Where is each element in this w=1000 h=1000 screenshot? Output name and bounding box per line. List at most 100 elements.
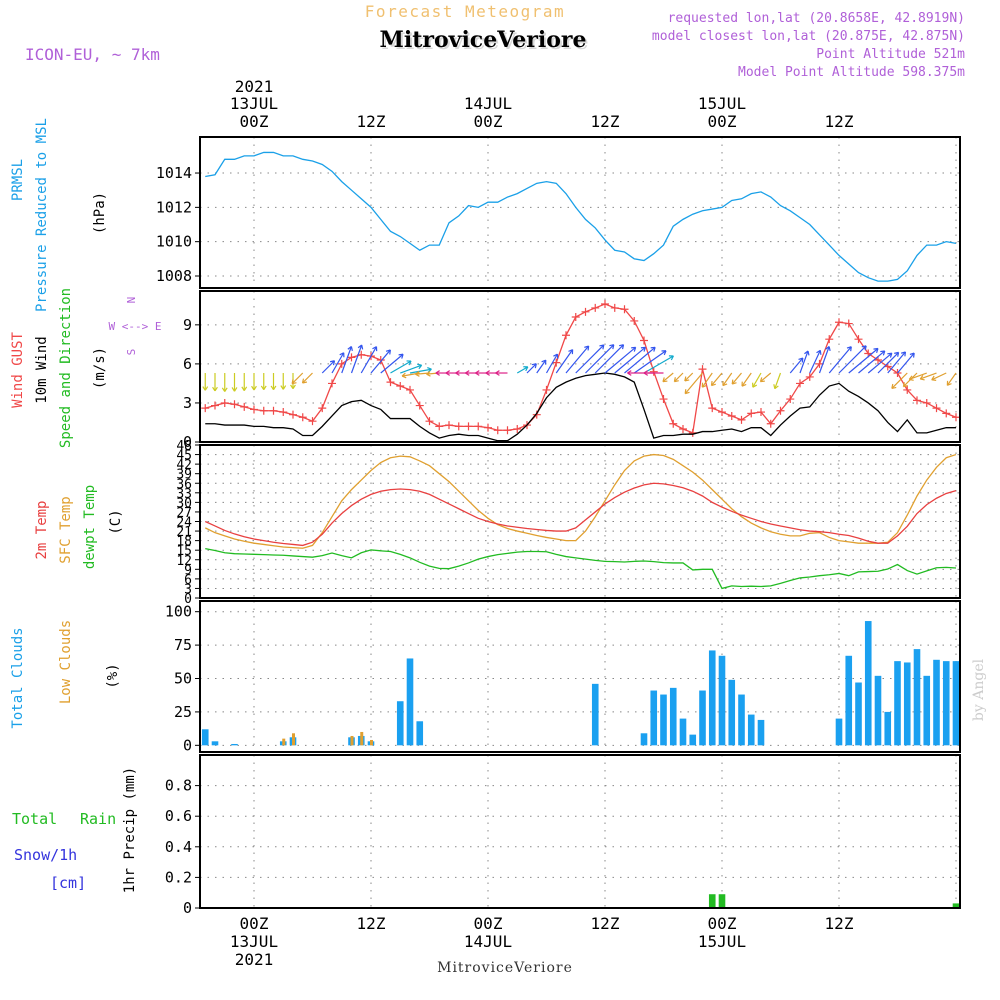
top-date-label: 13JUL <box>230 94 278 113</box>
wind-arrow-head <box>887 352 893 358</box>
total-cloud-bar <box>864 621 872 746</box>
gust-line-marker <box>376 355 385 364</box>
gust-line-marker <box>240 402 249 411</box>
gust-line-marker <box>337 359 346 368</box>
wind-arrow-head <box>619 344 625 350</box>
gust-line-marker <box>347 353 356 362</box>
y-tick-label: 6 <box>184 573 192 588</box>
y-tick-label: 15 <box>176 544 192 559</box>
wind-arrow-head <box>599 344 605 350</box>
total-cloud-bar <box>903 662 911 746</box>
wind-arrow <box>585 344 615 374</box>
gust-line-marker <box>591 303 600 312</box>
gust-line-marker <box>718 408 726 417</box>
y-tick-label: 75 <box>174 636 192 654</box>
wind-arrow-head <box>673 377 679 383</box>
total-cloud-bar <box>738 694 745 746</box>
rain-bar <box>718 894 726 908</box>
bottom-hour-label: 12Z <box>591 914 620 933</box>
y-tick-label: 1008 <box>156 267 192 285</box>
wind-arrow-head <box>902 382 908 388</box>
low-cloud-bar <box>282 738 286 746</box>
y-tick-label: 33 <box>176 487 192 502</box>
gust-line-marker <box>425 417 434 426</box>
wind-arrow-head <box>426 370 431 377</box>
y-tick-label: 45 <box>176 449 192 464</box>
bottom-hour-label: 00Z <box>240 914 269 933</box>
dewpt-line <box>205 547 957 590</box>
gust-line-marker <box>484 423 492 432</box>
gust-line-marker <box>747 409 756 418</box>
wind-arrow <box>302 372 313 384</box>
y-tick-label: 36 <box>176 477 192 492</box>
gust-line-marker <box>532 410 541 419</box>
wind-arrow <box>360 346 377 374</box>
wind-arrow-head <box>931 375 937 381</box>
gust-line-marker <box>708 404 717 413</box>
wind-arrow <box>931 372 947 381</box>
wind-line <box>205 372 956 442</box>
rain-bar <box>708 894 716 908</box>
wind-arrow-head <box>759 377 765 383</box>
pressure-title-2: Pressure Reduced to MSL <box>34 118 50 312</box>
total-cloud-bar <box>679 718 687 746</box>
wind-arrow-head <box>221 387 228 392</box>
wind-arrow-head <box>270 385 277 391</box>
footer-station: MitroviceVeriore <box>437 960 573 976</box>
gust-line-marker <box>279 408 288 417</box>
total-cloud-bar <box>952 661 960 746</box>
top-year-label: 2021 <box>235 77 274 96</box>
low-cloud-bar <box>350 735 354 746</box>
compass-we: W <--> E <box>109 320 162 333</box>
gust-line-marker <box>289 410 297 419</box>
wind-arrow-head <box>568 349 574 355</box>
total-cloud-bar <box>942 661 950 746</box>
gust-line-marker <box>435 422 444 431</box>
pressure-line <box>205 151 957 282</box>
y-tick-label: 0.2 <box>165 868 192 886</box>
gust-line-marker <box>386 378 395 387</box>
gust-line-marker <box>542 385 551 394</box>
gust-line-marker <box>659 395 668 404</box>
wind-arrow-head <box>891 383 897 390</box>
total-cloud-bar <box>689 734 697 746</box>
wind-arrow-head <box>445 370 451 376</box>
y-tick-label: 1014 <box>156 164 192 182</box>
wind-arrow-head <box>531 363 537 369</box>
wind-arrow-head <box>825 346 831 352</box>
wind-arrow <box>741 372 752 387</box>
wind-arrow-head <box>495 370 500 376</box>
low-cloud-bar <box>360 731 364 746</box>
total-cloud-bar <box>211 741 219 746</box>
total-cloud-bar <box>933 659 940 746</box>
wind-arrow-head <box>773 384 779 390</box>
wind-arrow-head <box>650 346 656 352</box>
gust-line-marker <box>445 421 453 430</box>
bottom-date-label: 14JUL <box>464 932 512 951</box>
temp2m-line <box>204 482 957 547</box>
y-tick-label: 25 <box>174 703 192 721</box>
total-cloud-bar <box>884 711 892 746</box>
total-cloud-bar <box>757 719 765 746</box>
total-cloud-bar <box>396 701 404 746</box>
y-tick-label: 0 <box>184 592 192 607</box>
wind-arrow-head <box>609 344 615 350</box>
total-cloud-bar <box>835 718 843 746</box>
top-hour-label: 12Z <box>825 112 854 131</box>
gust-line-marker <box>640 336 648 345</box>
wind-arrow <box>818 346 830 374</box>
wind-arrow <box>380 353 404 374</box>
low-cloud-bar <box>292 733 295 746</box>
wind-arrow-head <box>485 370 490 376</box>
wind-arrow <box>604 346 637 374</box>
gust-line-marker <box>932 404 941 413</box>
gust-line-marker <box>796 379 804 388</box>
wind-arrow-head <box>212 386 218 392</box>
wind-arrow-head <box>202 386 209 391</box>
low-clouds-title: Low Clouds <box>58 620 74 704</box>
bottom-year-label: 2021 <box>235 950 274 969</box>
compass-n: N <box>125 297 138 304</box>
y-tick-label: 24 <box>176 516 192 531</box>
total-cloud-bar <box>855 682 862 746</box>
gust-line-marker <box>328 379 336 388</box>
